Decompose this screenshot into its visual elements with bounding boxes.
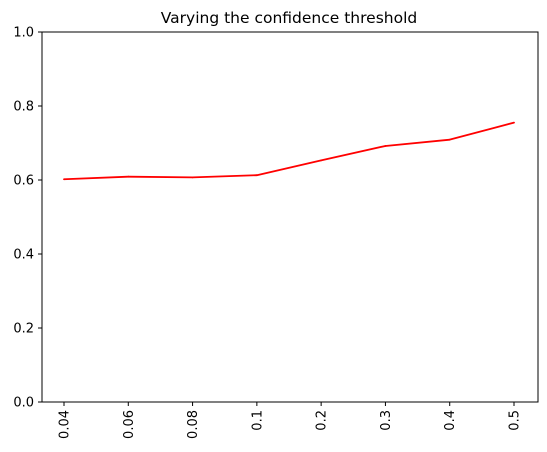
y-tick-label: 0.4 — [13, 248, 34, 263]
axes: 0.0 0.2 0.4 0.6 0.8 1.0 0.04 0.06 0.08 0.1 0.2 0.3 0… — [13, 26, 539, 439]
plot-area — [42, 32, 538, 402]
series-line-0 — [63, 121, 515, 181]
x-tick-label: 0.3 — [379, 410, 394, 431]
data-point-0-7 — [513, 121, 515, 124]
x-tick-label: 0.04 — [58, 410, 73, 439]
x-tick-label: 0.06 — [122, 410, 137, 439]
series-layer — [63, 121, 515, 181]
data-point-0-4 — [320, 159, 323, 162]
x-tick-label: 0.5 — [508, 410, 523, 431]
x-tick-label: 0.08 — [186, 410, 201, 439]
x-tick-label: 0.4 — [443, 410, 458, 431]
data-point-0-2 — [191, 176, 194, 179]
y-tick-label: 0.8 — [13, 100, 34, 115]
data-point-0-5 — [384, 145, 387, 147]
data-point-0-0 — [63, 178, 65, 181]
data-point-0-3 — [255, 174, 258, 177]
data-point-0-6 — [448, 138, 451, 141]
x-tick-label: 0.1 — [250, 410, 265, 431]
y-tick-label: 0.6 — [13, 174, 34, 189]
data-point-0-1 — [127, 175, 130, 178]
x-tick-label: 0.2 — [315, 410, 330, 431]
plot-background — [42, 32, 538, 402]
axes-frame — [41, 31, 539, 403]
y-tick-label: 0.0 — [13, 396, 34, 411]
y-tick-label: 0.2 — [13, 322, 34, 337]
y-tick-label: 1.0 — [13, 26, 34, 41]
chart-title: Varying the confidence threshold — [161, 9, 417, 27]
